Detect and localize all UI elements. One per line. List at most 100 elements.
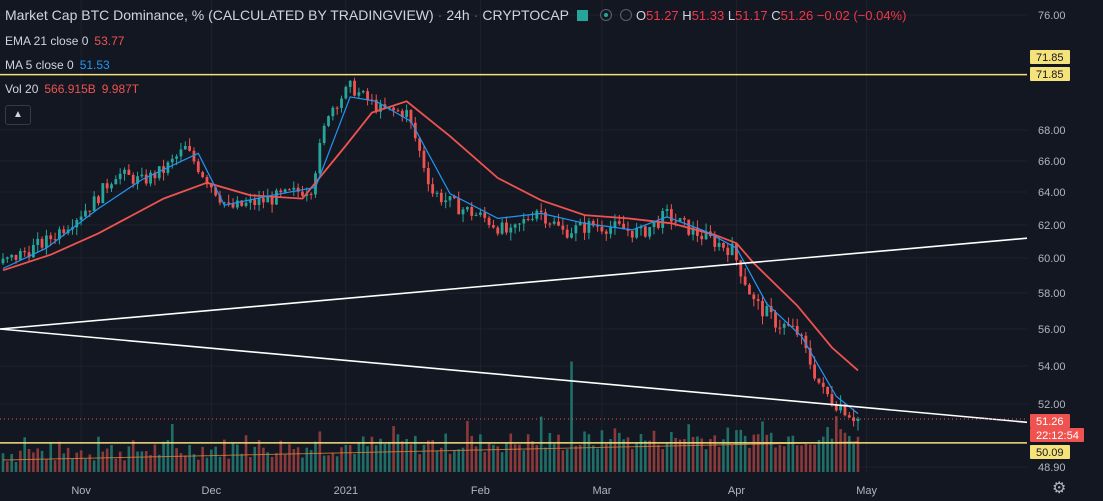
volume-bar: [84, 458, 87, 472]
candle-body: [748, 284, 751, 295]
volume-bar: [453, 450, 456, 472]
volume-bar: [170, 423, 174, 472]
candle-body: [322, 125, 326, 144]
candle-body: [839, 404, 843, 411]
volume-bar: [518, 444, 521, 472]
volume-bars: [1, 361, 860, 472]
candle-body: [682, 218, 686, 220]
candle-body: [114, 179, 118, 185]
volume-bar: [392, 426, 395, 472]
candle-body: [821, 382, 825, 387]
symbol-header[interactable]: Market Cap BTC Dominance, % (CALCULATED …: [5, 7, 907, 23]
volume-bar: [314, 441, 317, 472]
volume-bar: [466, 421, 469, 472]
candle-body: [452, 196, 456, 199]
candle-body: [739, 260, 743, 277]
volume-bar: [448, 453, 452, 472]
candle-body: [496, 227, 500, 234]
candle-body: [587, 221, 591, 233]
candle-body: [422, 150, 426, 169]
interval-label[interactable]: 24h: [446, 7, 470, 23]
volume-bar: [648, 440, 651, 472]
candle-body: [188, 145, 192, 151]
flag-icon[interactable]: [577, 10, 588, 21]
gear-icon[interactable]: ⚙: [1052, 480, 1067, 497]
candle-body: [804, 335, 808, 349]
candle-body: [309, 193, 313, 195]
candle-body: [23, 251, 27, 253]
volume-bar: [600, 430, 604, 472]
volume-ma-line: [2, 441, 858, 461]
candle-body: [127, 169, 131, 175]
volume-bar: [826, 427, 829, 472]
candle-body: [756, 299, 760, 301]
volume-bar: [257, 440, 261, 472]
price-tick-label: 76.00: [1038, 10, 1066, 22]
candle-body: [834, 404, 838, 411]
candle-body: [335, 107, 339, 109]
volume-bar: [318, 431, 322, 472]
candle-body: [279, 190, 283, 193]
candle-body: [778, 327, 782, 329]
candle-body: [626, 229, 630, 231]
candle-body: [539, 210, 543, 213]
candle-body: [396, 110, 400, 112]
candle-body: [444, 200, 448, 203]
chevron-up-icon[interactable]: ▲: [5, 105, 31, 125]
volume-bar: [422, 444, 426, 472]
candle-body: [522, 219, 526, 224]
candle-body: [596, 225, 599, 227]
volume-bar: [262, 447, 265, 472]
volume-bar: [114, 458, 118, 472]
volume-bar: [105, 448, 109, 472]
candle-body: [552, 221, 556, 224]
svg-text:22:12:54: 22:12:54: [1036, 430, 1079, 442]
candle-body: [604, 231, 608, 234]
candle-body: [344, 86, 348, 99]
candle-body: [652, 221, 656, 228]
volume-bar: [539, 416, 543, 472]
exchange-label: CRYPTOCAP: [482, 7, 569, 23]
volume-bar: [730, 444, 734, 472]
volume-bar: [149, 455, 152, 472]
candle-body: [800, 334, 803, 336]
candle-body: [79, 216, 83, 221]
ema-legend[interactable]: EMA 21 close 0 53.77: [5, 34, 125, 48]
volume-legend[interactable]: Vol 20 566.915B 9.987T: [5, 82, 140, 96]
time-tick-label: Feb: [471, 485, 490, 497]
volume-bar: [574, 445, 578, 472]
candle-body: [847, 415, 851, 418]
volume-bar: [58, 441, 61, 472]
volume-bar: [474, 446, 478, 472]
price-tag-hline: 71.85: [1030, 50, 1070, 64]
volume-bar: [175, 448, 178, 472]
candle-body: [153, 172, 157, 179]
price-tag-hline: 50.09: [1030, 445, 1070, 459]
volume-bar: [210, 449, 213, 472]
volume-bar: [505, 443, 508, 472]
volume-bar: [10, 454, 13, 472]
candle-body: [92, 196, 96, 211]
volume-bar: [370, 436, 374, 472]
candle-body: [84, 210, 87, 217]
candle-body: [648, 227, 652, 237]
candle-body: [110, 184, 113, 189]
volume-bar: [635, 442, 638, 472]
volume-bar: [596, 448, 599, 472]
candle-body: [578, 222, 582, 226]
volume-bar: [396, 434, 400, 472]
volume-bar: [409, 444, 413, 472]
svg-text:71.85: 71.85: [1036, 52, 1064, 64]
candle-body: [813, 364, 816, 379]
volume-bar: [722, 439, 725, 472]
candle-body: [691, 227, 695, 235]
ma-legend[interactable]: MA 5 close 0 51.53: [5, 58, 110, 72]
volume-bar: [283, 454, 287, 472]
price-tick-label: 48.90: [1038, 462, 1066, 474]
volume-bar: [301, 457, 304, 472]
candle-body: [231, 203, 235, 208]
volume-bar: [322, 455, 326, 472]
volume-bar: [791, 435, 795, 472]
ma5-line: [2, 96, 859, 415]
